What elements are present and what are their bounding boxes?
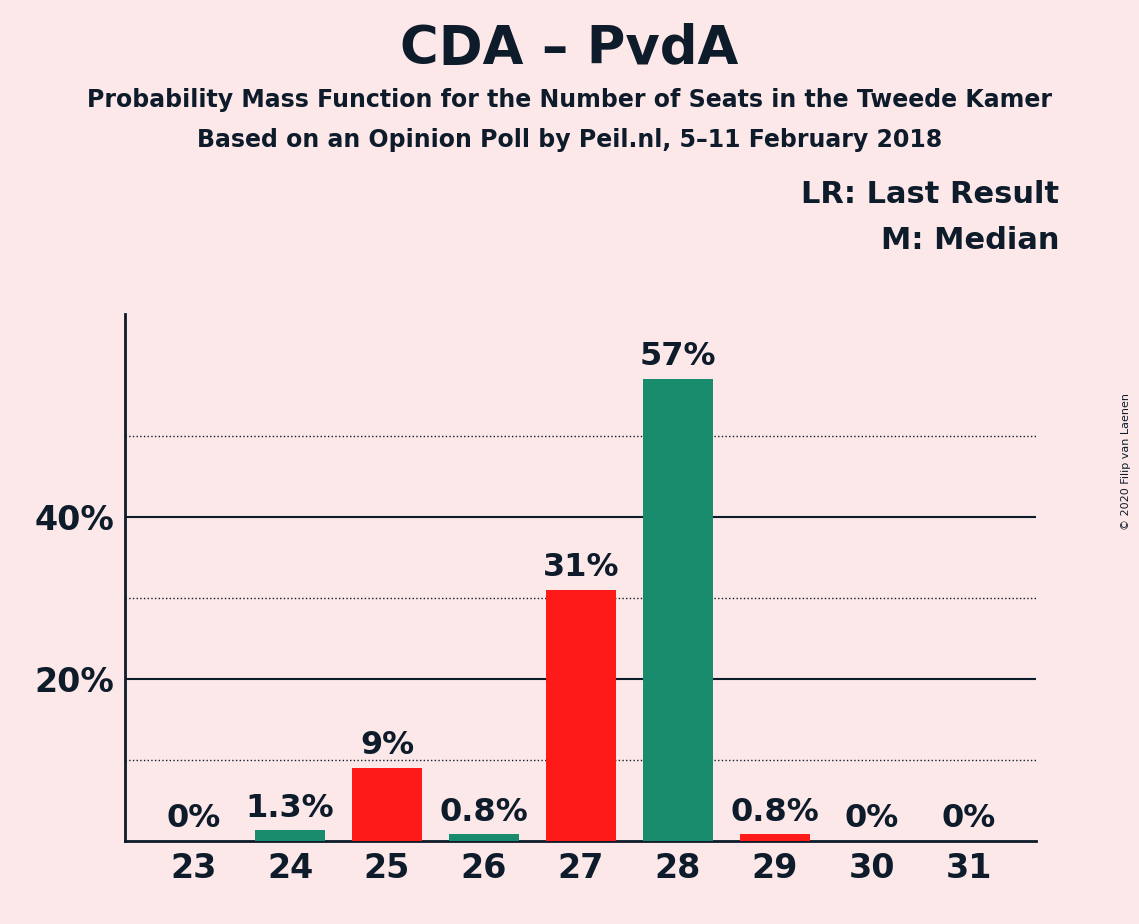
- Text: 0.8%: 0.8%: [730, 796, 819, 828]
- Bar: [352, 768, 421, 841]
- Bar: [449, 834, 519, 841]
- Bar: [642, 379, 713, 841]
- Text: CDA – PvdA: CDA – PvdA: [400, 23, 739, 75]
- Text: 31%: 31%: [542, 553, 620, 583]
- Text: 0%: 0%: [942, 803, 995, 834]
- Bar: [642, 379, 713, 841]
- Bar: [740, 834, 810, 841]
- Text: Based on an Opinion Poll by Peil.nl, 5–11 February 2018: Based on an Opinion Poll by Peil.nl, 5–1…: [197, 128, 942, 152]
- Text: 0%: 0%: [845, 803, 899, 834]
- Text: Probability Mass Function for the Number of Seats in the Tweede Kamer: Probability Mass Function for the Number…: [87, 88, 1052, 112]
- Bar: [352, 768, 421, 841]
- Bar: [546, 590, 616, 841]
- Text: M
LR: M LR: [648, 602, 707, 692]
- Bar: [740, 834, 810, 841]
- Bar: [255, 831, 325, 841]
- Text: 1.3%: 1.3%: [246, 793, 335, 824]
- Text: 9%: 9%: [360, 731, 415, 761]
- Text: 57%: 57%: [640, 342, 716, 372]
- Text: M: Median: M: Median: [880, 226, 1059, 255]
- Bar: [546, 590, 616, 841]
- Bar: [449, 834, 519, 841]
- Bar: [255, 831, 325, 841]
- Text: © 2020 Filip van Laenen: © 2020 Filip van Laenen: [1121, 394, 1131, 530]
- Text: 0%: 0%: [166, 803, 220, 834]
- Text: LR: Last Result: LR: Last Result: [801, 180, 1059, 209]
- Text: 0.8%: 0.8%: [440, 796, 528, 828]
